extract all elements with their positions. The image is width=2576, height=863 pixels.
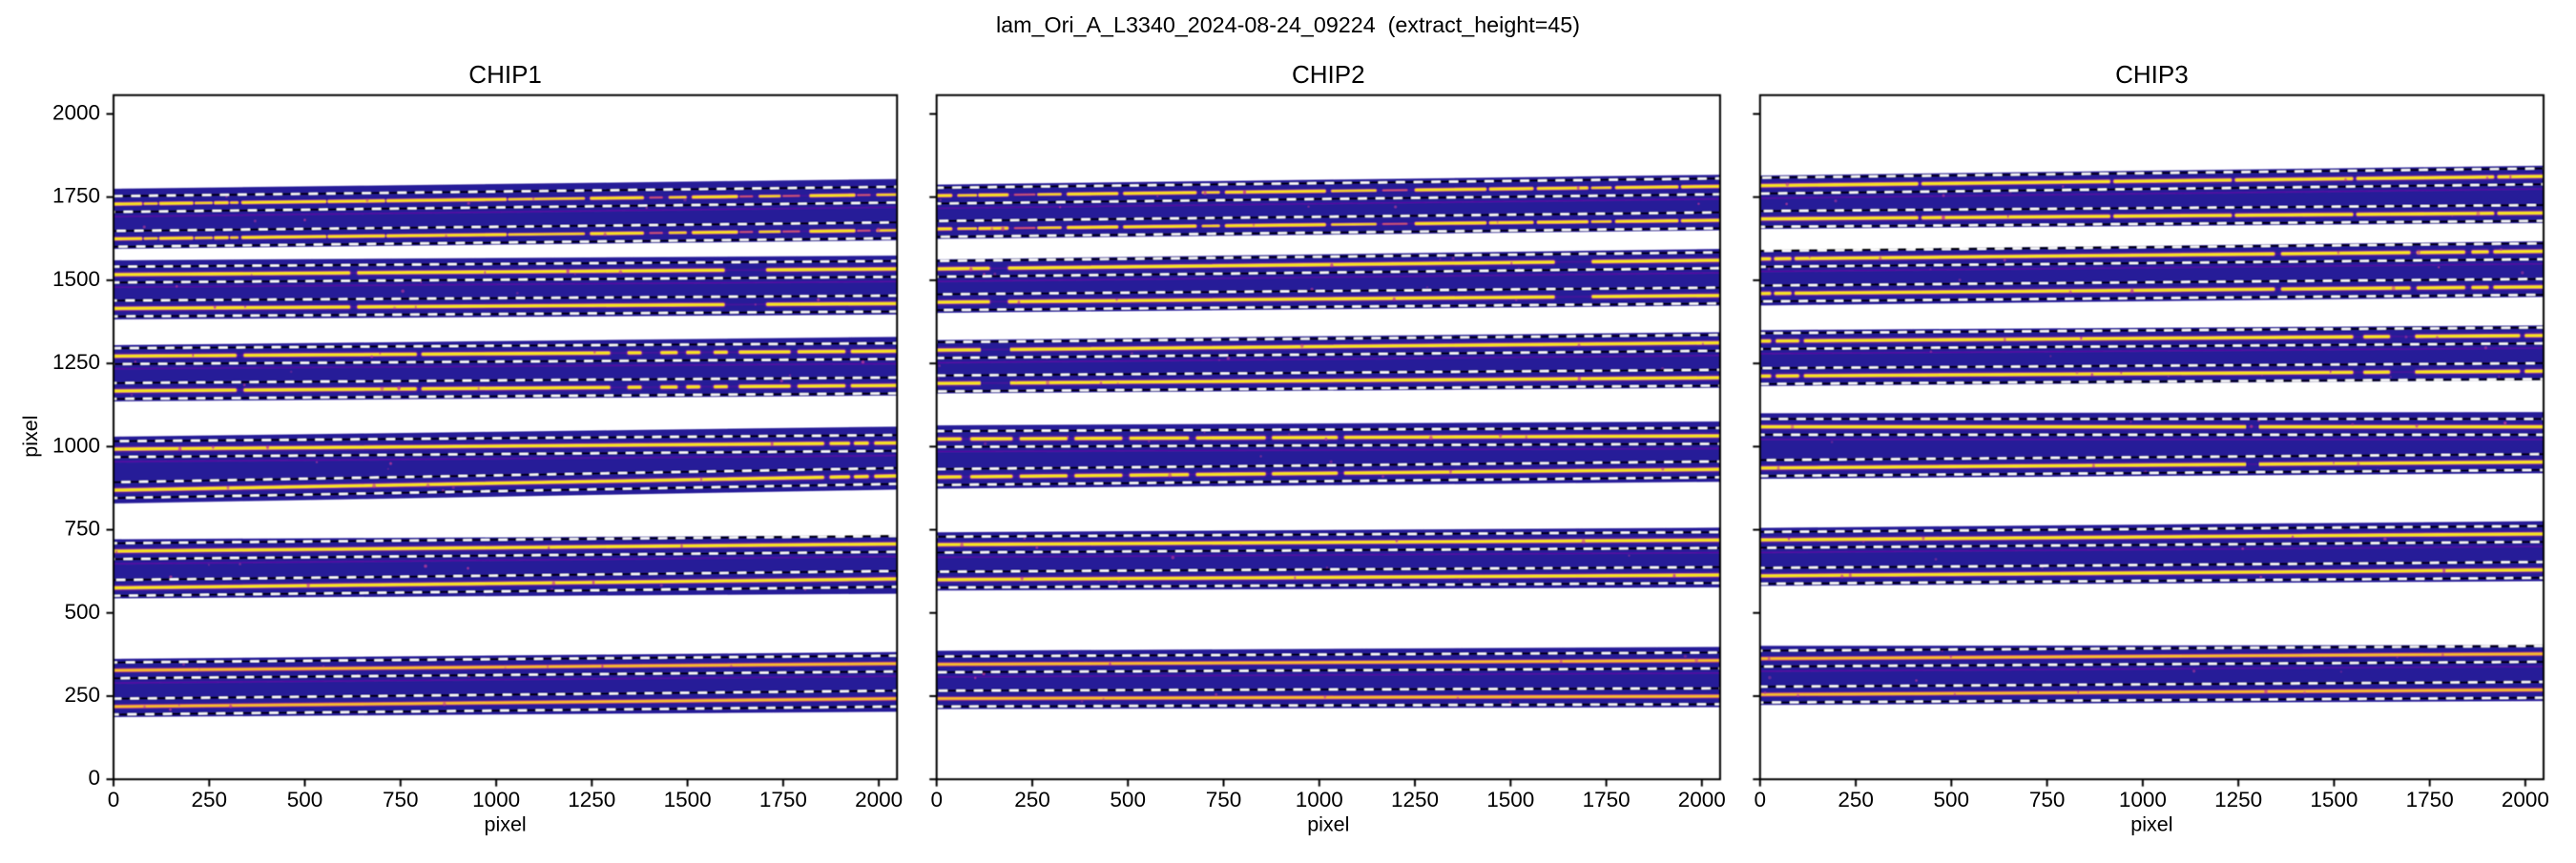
svg-text:1250: 1250	[1391, 788, 1439, 812]
svg-text:500: 500	[64, 600, 100, 624]
svg-text:CHIP1: CHIP1	[468, 60, 542, 89]
svg-text:1000: 1000	[1296, 788, 1343, 812]
svg-text:1250: 1250	[568, 788, 615, 812]
svg-text:2000: 2000	[52, 101, 100, 125]
svg-text:1750: 1750	[2406, 788, 2454, 812]
svg-text:750: 750	[383, 788, 419, 812]
svg-text:1750: 1750	[759, 788, 807, 812]
svg-text:0: 0	[1755, 788, 1767, 812]
svg-text:500: 500	[1934, 788, 1970, 812]
svg-text:pixel: pixel	[2130, 813, 2172, 836]
svg-text:500: 500	[287, 788, 323, 812]
svg-text:2000: 2000	[2502, 788, 2549, 812]
svg-text:lam_Ori_A_L3340_2024-08-24_092: lam_Ori_A_L3340_2024-08-24_09224 (extrac…	[996, 12, 1580, 37]
svg-text:1250: 1250	[52, 350, 100, 374]
svg-text:CHIP2: CHIP2	[1292, 60, 1365, 89]
svg-text:pixel: pixel	[484, 813, 526, 836]
svg-text:1000: 1000	[2119, 788, 2167, 812]
svg-text:500: 500	[1110, 788, 1146, 812]
svg-text:0: 0	[88, 766, 100, 790]
svg-text:1000: 1000	[472, 788, 520, 812]
svg-text:250: 250	[1838, 788, 1874, 812]
svg-text:1750: 1750	[52, 184, 100, 208]
svg-text:1000: 1000	[52, 433, 100, 457]
svg-text:CHIP3: CHIP3	[2115, 60, 2189, 89]
svg-text:0: 0	[930, 788, 943, 812]
svg-text:1750: 1750	[1583, 788, 1631, 812]
svg-text:750: 750	[1206, 788, 1242, 812]
svg-text:1500: 1500	[52, 267, 100, 291]
svg-text:0: 0	[108, 788, 120, 812]
svg-text:pixel: pixel	[19, 415, 42, 457]
svg-text:250: 250	[64, 683, 100, 707]
svg-text:250: 250	[1014, 788, 1050, 812]
svg-text:2000: 2000	[1678, 788, 1726, 812]
svg-text:2000: 2000	[855, 788, 903, 812]
svg-text:1500: 1500	[1486, 788, 1534, 812]
svg-text:250: 250	[192, 788, 228, 812]
svg-text:1500: 1500	[2310, 788, 2358, 812]
svg-text:pixel: pixel	[1307, 813, 1349, 836]
svg-text:1250: 1250	[2214, 788, 2262, 812]
svg-text:1500: 1500	[664, 788, 712, 812]
svg-text:750: 750	[64, 517, 100, 541]
svg-text:750: 750	[2029, 788, 2066, 812]
